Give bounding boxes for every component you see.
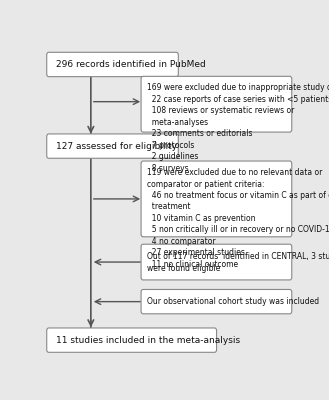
FancyBboxPatch shape: [141, 244, 292, 280]
Text: 11 studies included in the meta-analysis: 11 studies included in the meta-analysis: [57, 336, 240, 345]
Text: Out of 117 records  identified in CENTRAL, 3 studies
were found eligible: Out of 117 records identified in CENTRAL…: [147, 252, 329, 273]
FancyBboxPatch shape: [141, 161, 292, 237]
FancyBboxPatch shape: [47, 52, 178, 77]
FancyBboxPatch shape: [141, 290, 292, 314]
Text: 169 were excluded due to inappropriate study design:
  22 case reports of case s: 169 were excluded due to inappropriate s…: [147, 84, 329, 172]
Text: 127 assessed for eligibility: 127 assessed for eligibility: [57, 142, 178, 151]
FancyBboxPatch shape: [141, 76, 292, 132]
FancyBboxPatch shape: [47, 328, 216, 352]
Text: Our observational cohort study was included: Our observational cohort study was inclu…: [147, 298, 319, 306]
FancyBboxPatch shape: [47, 134, 178, 158]
Text: 296 records identified in PubMed: 296 records identified in PubMed: [57, 60, 206, 69]
Text: 119 were excluded due to no relevant data or
comparator or patient criteria:
  4: 119 were excluded due to no relevant dat…: [147, 168, 329, 269]
